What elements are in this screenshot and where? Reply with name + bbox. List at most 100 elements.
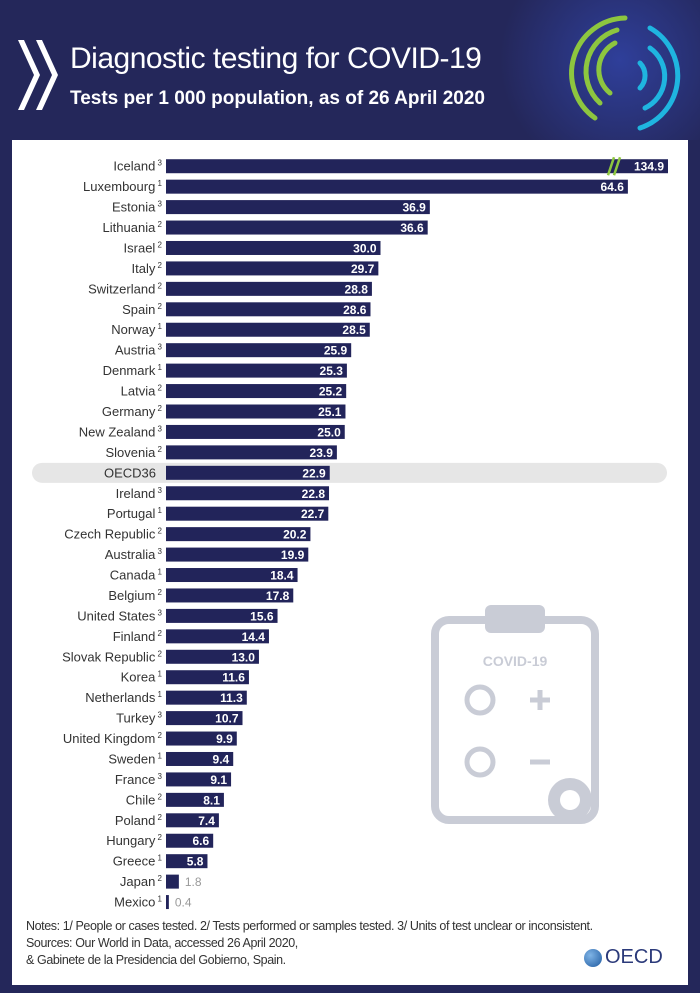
category-label: Netherlands 1 bbox=[85, 690, 162, 705]
page-subtitle: Tests per 1 000 population, as of 26 Apr… bbox=[70, 88, 485, 109]
value-label: 11.6 bbox=[222, 671, 245, 685]
value-label: 9.9 bbox=[216, 732, 233, 746]
bar bbox=[166, 445, 337, 460]
category-label: Denmark 1 bbox=[103, 363, 163, 378]
value-label: 8.1 bbox=[203, 793, 220, 807]
value-label: 1.8 bbox=[185, 875, 202, 889]
header: Diagnostic testing for COVID-19 Tests pe… bbox=[0, 0, 700, 140]
bar bbox=[166, 506, 329, 521]
bar bbox=[166, 813, 219, 828]
value-label: 36.6 bbox=[400, 221, 424, 235]
brand-name: OECD bbox=[605, 946, 663, 968]
bar bbox=[166, 711, 243, 726]
category-label: Australia 3 bbox=[105, 547, 163, 562]
oecd-chevrons-icon bbox=[18, 40, 58, 110]
category-label: Norway 1 bbox=[111, 322, 162, 337]
category-label: Estonia 3 bbox=[112, 200, 163, 215]
value-label: 134.9 bbox=[634, 160, 664, 174]
bar bbox=[166, 792, 224, 807]
value-label: 20.2 bbox=[283, 528, 307, 542]
bar-chart: Iceland 3 134.9 Luxembourg 1 64.6 Estonia 3 3… bbox=[32, 156, 668, 910]
value-label: 23.9 bbox=[310, 446, 334, 460]
value-label: 22.7 bbox=[301, 507, 325, 521]
value-label: 25.9 bbox=[324, 344, 348, 358]
category-label: Latvia 2 bbox=[121, 384, 163, 399]
value-label: 28.8 bbox=[345, 282, 369, 296]
value-label: 18.4 bbox=[270, 569, 294, 583]
globe-icon bbox=[584, 948, 602, 967]
bar bbox=[166, 240, 381, 255]
category-label: Mexico 1 bbox=[114, 895, 162, 910]
value-label: 36.9 bbox=[402, 201, 426, 215]
value-label: 25.1 bbox=[318, 405, 342, 419]
bar bbox=[166, 179, 628, 194]
value-label: 25.0 bbox=[317, 425, 341, 439]
value-label: 15.6 bbox=[250, 609, 274, 623]
category-label: Slovenia 2 bbox=[105, 445, 162, 460]
category-label: Italy 2 bbox=[131, 261, 162, 276]
value-label: 0.4 bbox=[175, 896, 192, 910]
category-label: Canada 1 bbox=[110, 568, 163, 583]
category-label: Japan 2 bbox=[120, 874, 163, 889]
notes-line: Notes: 1/ People or cases tested. 2/ Tes… bbox=[26, 919, 593, 933]
value-label: 30.0 bbox=[353, 241, 377, 255]
value-label: 6.6 bbox=[193, 834, 210, 848]
bar bbox=[166, 895, 169, 910]
bar bbox=[166, 568, 298, 583]
bar bbox=[166, 731, 237, 746]
category-label: Finland 2 bbox=[113, 629, 163, 644]
value-label: 22.9 bbox=[302, 466, 326, 480]
value-label: 28.5 bbox=[342, 323, 366, 337]
value-label: 10.7 bbox=[215, 712, 239, 726]
value-label: 5.8 bbox=[187, 855, 204, 869]
bar bbox=[166, 751, 234, 766]
bar bbox=[166, 322, 370, 337]
value-label: 22.8 bbox=[302, 487, 326, 501]
bar bbox=[166, 874, 179, 889]
category-label: Luxembourg 1 bbox=[83, 179, 163, 194]
notes: Notes: 1/ People or cases tested. 2/ Tes… bbox=[26, 918, 593, 969]
value-label: 17.8 bbox=[266, 589, 290, 603]
bar bbox=[166, 486, 330, 501]
chart-card: Iceland 3 134.9 Luxembourg 1 64.6 Estonia 3 3… bbox=[12, 140, 688, 985]
bar bbox=[166, 261, 379, 276]
clipboard-illustration: COVID-19 bbox=[431, 605, 599, 824]
category-label: Spain 2 bbox=[122, 302, 162, 317]
bar bbox=[166, 854, 208, 869]
bar bbox=[166, 343, 352, 358]
bar bbox=[166, 465, 330, 480]
page-title: Diagnostic testing for COVID-19 bbox=[70, 42, 482, 75]
bar bbox=[166, 527, 311, 542]
value-label: 9.1 bbox=[210, 773, 227, 787]
bar bbox=[166, 690, 247, 705]
value-label: 29.7 bbox=[351, 262, 375, 276]
sources-line: Sources: Our World in Data, accessed 26 … bbox=[26, 936, 298, 950]
category-label: Greece 1 bbox=[113, 854, 163, 869]
category-label: Germany 2 bbox=[102, 404, 163, 419]
illustration-label: COVID-19 bbox=[483, 653, 548, 669]
bar bbox=[166, 588, 294, 603]
value-label: 19.9 bbox=[281, 548, 305, 562]
category-label: Slovak Republic 2 bbox=[62, 649, 162, 664]
bar bbox=[166, 547, 309, 562]
bar bbox=[166, 220, 428, 235]
value-label: 25.2 bbox=[319, 385, 343, 399]
covid-rings-icon bbox=[569, 15, 681, 131]
category-label: Czech Republic 2 bbox=[64, 527, 162, 542]
category-label: Korea 1 bbox=[121, 670, 163, 685]
bar bbox=[166, 424, 345, 439]
category-label: Turkey 3 bbox=[116, 711, 162, 726]
category-label: United Kingdom 2 bbox=[63, 731, 163, 746]
bar bbox=[166, 281, 372, 296]
category-label: Switzerland 2 bbox=[88, 281, 162, 296]
category-label: Ireland 3 bbox=[116, 486, 163, 501]
value-label: 7.4 bbox=[198, 814, 215, 828]
sources-line: & Gabinete de la Presidencia del Gobiern… bbox=[26, 953, 286, 967]
bar bbox=[166, 159, 668, 174]
value-label: 13.0 bbox=[232, 650, 256, 664]
bar bbox=[166, 404, 346, 419]
category-label: Portugal 1 bbox=[107, 506, 163, 521]
bar bbox=[166, 363, 347, 378]
category-label: Austria 3 bbox=[115, 343, 163, 358]
value-label: 14.4 bbox=[242, 630, 266, 644]
